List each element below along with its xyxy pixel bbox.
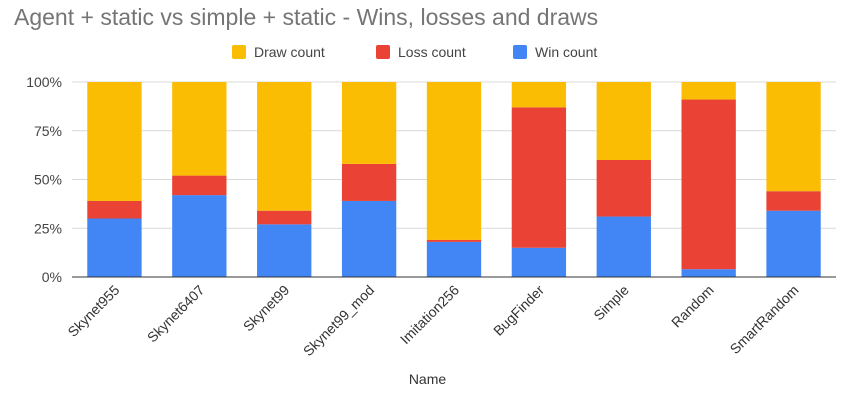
bar-segment-draw-count[interactable]: [511, 82, 567, 108]
bar-segment-loss-count[interactable]: [511, 107, 567, 248]
x-tick-label: Skynet6407: [144, 282, 208, 346]
x-tick-label: Skynet99: [240, 282, 293, 335]
bar-segment-win-count[interactable]: [766, 210, 821, 277]
bar-segment-win-count[interactable]: [681, 269, 736, 277]
legend-label-loss: Loss count: [398, 44, 466, 60]
bar-segment-draw-count[interactable]: [596, 82, 651, 160]
x-tick-label: Imitation256: [397, 282, 462, 347]
bar-segment-loss-count[interactable]: [341, 163, 397, 201]
legend-label-draw: Draw count: [254, 44, 325, 60]
y-tick-label: 100%: [26, 74, 62, 90]
bar-segment-draw-count[interactable]: [257, 82, 312, 211]
y-tick-label: 25%: [34, 220, 62, 236]
bar-segment-draw-count[interactable]: [426, 82, 482, 240]
bar-segment-loss-count[interactable]: [681, 99, 736, 270]
legend: Draw count Loss count Win count: [0, 44, 855, 64]
bar-segment-loss-count[interactable]: [596, 160, 651, 217]
bar-segment-win-count[interactable]: [426, 241, 482, 277]
legend-swatch-loss: [376, 45, 390, 59]
x-tick-label: BugFinder: [490, 282, 547, 339]
bar-segment-loss-count[interactable]: [87, 200, 142, 219]
bar-segment-win-count[interactable]: [511, 247, 567, 277]
x-tick-label: Skynet99_mod: [300, 282, 377, 359]
y-tick-label: 75%: [34, 123, 62, 139]
x-tick-label: Skynet955: [64, 282, 122, 340]
bar-segment-draw-count[interactable]: [87, 82, 142, 201]
bar-segment-loss-count[interactable]: [766, 191, 821, 211]
bar-segment-win-count[interactable]: [596, 216, 651, 277]
bar-segment-win-count[interactable]: [341, 200, 397, 277]
legend-item-draw[interactable]: Draw count: [232, 44, 325, 60]
y-tick-label: 0%: [42, 269, 62, 285]
legend-item-loss[interactable]: Loss count: [376, 44, 466, 60]
x-tick-label: SmartRandom: [727, 282, 802, 357]
legend-item-win[interactable]: Win count: [513, 44, 597, 60]
bar-segment-draw-count[interactable]: [341, 82, 397, 164]
bar-segment-win-count[interactable]: [172, 195, 227, 277]
x-tick-label: Simple: [590, 282, 632, 324]
bar-segment-draw-count[interactable]: [681, 82, 736, 100]
legend-swatch-draw: [232, 45, 246, 59]
bar-segment-loss-count[interactable]: [172, 175, 227, 196]
x-axis-label: Name: [408, 371, 447, 387]
bar-segment-loss-count[interactable]: [426, 239, 482, 242]
legend-swatch-win: [513, 45, 527, 59]
bar-segment-draw-count[interactable]: [766, 82, 821, 192]
bar-segment-win-count[interactable]: [257, 224, 312, 277]
bar-segment-win-count[interactable]: [87, 218, 142, 278]
legend-label-win: Win count: [535, 44, 598, 60]
x-tick-label: Random: [668, 282, 717, 331]
bar-segment-loss-count[interactable]: [257, 210, 312, 225]
y-tick-label: 50%: [34, 172, 62, 188]
chart-title: Agent + static vs simple + static - Wins…: [14, 4, 599, 30]
bar-segment-draw-count[interactable]: [172, 82, 227, 176]
